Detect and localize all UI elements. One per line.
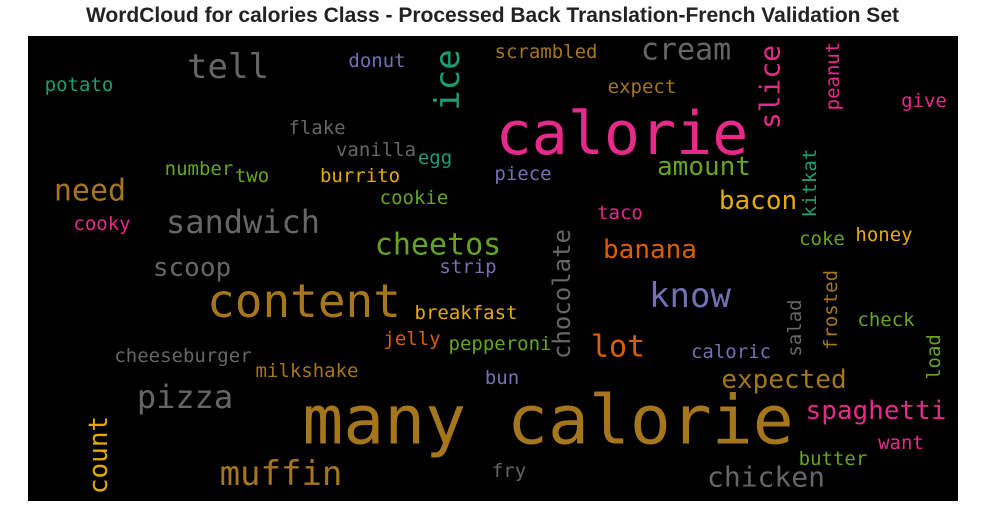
word-coke: coke	[799, 228, 845, 250]
word-calorie: calorie	[496, 99, 749, 169]
word-kitkat: kitkat	[799, 149, 821, 218]
word-burrito: burrito	[320, 165, 400, 187]
word-taco: taco	[597, 202, 643, 224]
word-check: check	[857, 309, 915, 331]
word-content: content	[207, 274, 401, 328]
word-amount: amount	[657, 152, 751, 182]
word-honey: honey	[855, 224, 912, 246]
word-give: give	[901, 90, 947, 112]
word-expected: expected	[721, 365, 846, 395]
word-spaghetti: spaghetti	[806, 396, 947, 426]
word-peanut: peanut	[822, 42, 844, 111]
word-salad: salad	[784, 299, 806, 356]
word-expect: expect	[608, 76, 677, 98]
word-banana: banana	[603, 235, 697, 265]
word-cooky: cooky	[73, 213, 130, 235]
word-want: want	[878, 432, 924, 454]
word-sandwich: sandwich	[166, 203, 320, 241]
word-scoop: scoop	[153, 253, 231, 283]
word-potato: potato	[45, 74, 114, 96]
word-caloric: caloric	[691, 341, 771, 363]
word-flake: flake	[288, 117, 345, 139]
word-jelly: jelly	[383, 328, 440, 350]
word-fry: fry	[492, 460, 526, 482]
word-pepperoni: pepperoni	[449, 333, 552, 355]
word-bacon: bacon	[719, 186, 797, 216]
word-load: load	[923, 334, 945, 380]
chart-title: WordCloud for calories Class - Processed…	[85, 4, 899, 27]
word-cookie: cookie	[380, 187, 449, 209]
word-egg: egg	[418, 147, 452, 169]
word-strip: strip	[439, 256, 496, 278]
word-cheeseburger: cheeseburger	[114, 345, 251, 367]
word-cream: cream	[641, 36, 731, 68]
word-chocolate: chocolate	[548, 229, 576, 359]
word-scrambled: scrambled	[495, 41, 598, 63]
word-milkshake: milkshake	[256, 360, 359, 382]
word-butter: butter	[799, 448, 868, 470]
word-tell: tell	[187, 47, 269, 87]
word-frosted: frosted	[820, 270, 842, 350]
word-donut: donut	[348, 50, 405, 72]
word-vanilla: vanilla	[336, 139, 416, 161]
word-lot: lot	[591, 330, 645, 365]
word-number: number	[165, 158, 234, 180]
wordcloud-canvas: many calorie calorie content tell cream ice sl…	[28, 33, 958, 501]
word-breakfast: breakfast	[415, 302, 518, 324]
word-pizza: pizza	[137, 378, 233, 416]
word-bun: bun	[485, 367, 519, 389]
word-count: count	[84, 416, 114, 494]
word-need: need	[54, 174, 126, 209]
word-many-calorie: many calorie	[302, 382, 793, 461]
word-chicken: chicken	[707, 461, 825, 494]
word-muffin: muffin	[220, 454, 343, 494]
word-know: know	[649, 276, 731, 316]
wordcloud-background	[28, 36, 958, 501]
word-piece: piece	[494, 163, 551, 185]
word-two: two	[235, 165, 269, 187]
word-ice: ice	[428, 49, 468, 110]
wordcloud-panel: many calorie calorie content tell cream ice sl…	[28, 33, 958, 501]
word-slice: slice	[754, 45, 787, 129]
word-cheetos: cheetos	[375, 228, 501, 263]
